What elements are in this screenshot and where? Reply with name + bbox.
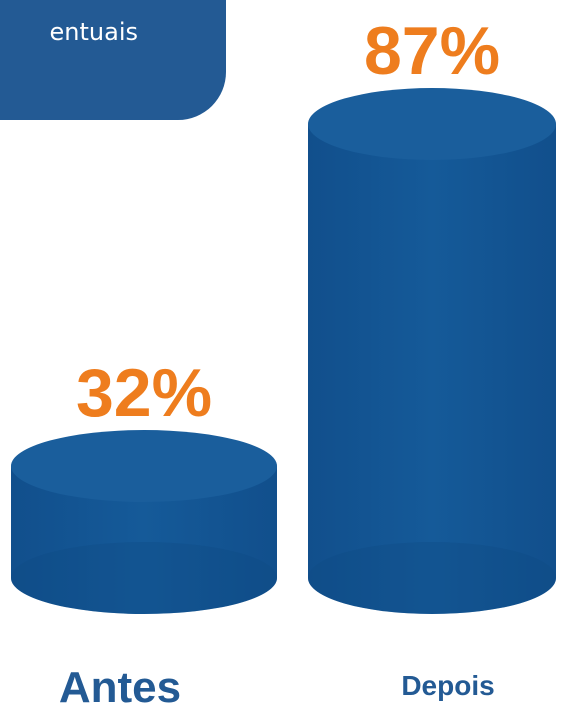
- title-fragment-text: entuais: [49, 18, 138, 46]
- cylinder-base-antes: [11, 542, 277, 614]
- category-label-depois: Depois: [401, 670, 494, 701]
- cylinder-body-depois: [308, 124, 556, 614]
- cylinder-top-antes: [11, 430, 277, 502]
- labels-layer: 32% Antes 87% Depois: [59, 13, 500, 706]
- cylinder-antes: [11, 430, 277, 614]
- category-label-antes: Antes: [59, 663, 181, 706]
- chart-title-fragment: entuais: [0, 18, 226, 46]
- title-banner: entuais: [0, 0, 226, 120]
- bars-layer: [11, 88, 556, 614]
- value-label-depois: 87%: [364, 13, 500, 89]
- cylinder-body-antes: [11, 466, 277, 614]
- cylinder-base-depois: [308, 542, 556, 614]
- value-label-antes: 32%: [76, 355, 212, 431]
- cylinder-top-depois: [308, 88, 556, 160]
- cylinder-depois: [308, 88, 556, 614]
